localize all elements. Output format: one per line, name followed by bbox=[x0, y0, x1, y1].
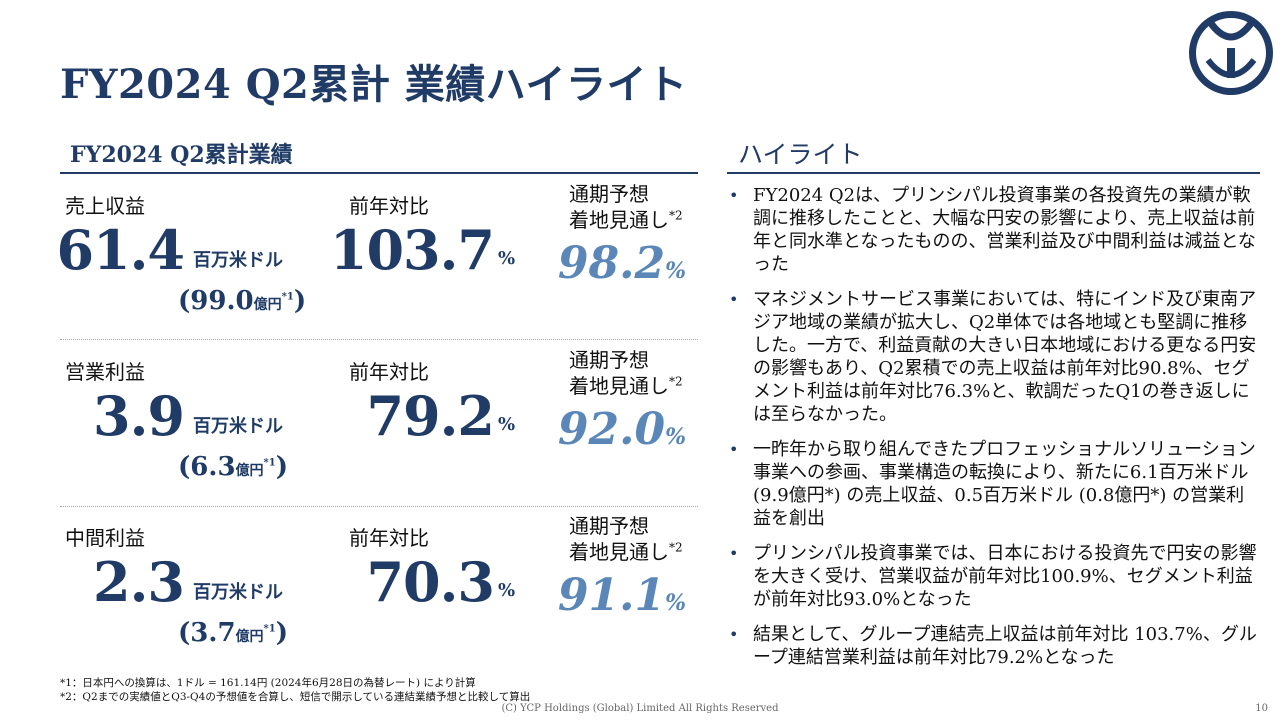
yoy-unit: % bbox=[498, 248, 516, 269]
forecast-label: 通期予想 bbox=[569, 514, 649, 538]
forecast-sublabel: 着地見通し*2 bbox=[569, 540, 683, 564]
forecast-label: 通期予想 bbox=[569, 348, 649, 372]
page-number: 10 bbox=[1255, 703, 1268, 714]
forecast-value: 92.0% bbox=[557, 404, 686, 455]
metric-value: 3.9 bbox=[93, 384, 185, 448]
footnote-forecast: *2：Q2までの実績値とQ3-Q4の予想値を合算し、短信で開示している連結業績予… bbox=[60, 691, 531, 703]
metric-yen-value: (3.7億円*1) bbox=[178, 618, 289, 648]
yoy-unit: % bbox=[498, 414, 516, 435]
performance-section-title: FY2024 Q2累計業績 bbox=[70, 142, 293, 168]
yoy-value: 103.7 bbox=[329, 218, 495, 282]
forecast-value: 91.1% bbox=[557, 570, 686, 621]
footnote-exchange-rate: *1：日本円への換算は、1ドル = 161.14円 (2024年6月28日の為替… bbox=[60, 677, 476, 689]
yoy-unit: % bbox=[498, 580, 516, 601]
metric-yen-value: (99.0億円*1) bbox=[178, 286, 307, 316]
yoy-label: 前年対比 bbox=[349, 526, 429, 550]
forecast-value: 98.2% bbox=[557, 238, 686, 289]
forecast-sublabel: 着地見通し*2 bbox=[569, 208, 683, 232]
metric-unit: 百万米ドル bbox=[193, 250, 283, 271]
metric-label: 営業利益 bbox=[65, 360, 145, 384]
metric-row-operating-profit: 営業利益 3.9 百万米ドル (6.3億円*1) 前年対比 79.2 % 通期予… bbox=[60, 342, 698, 510]
yoy-value: 70.3 bbox=[366, 550, 495, 614]
highlights-list: FY2024 Q2は、プリンシパル投資事業の各投資先の業績が軟調に推移したことと… bbox=[727, 184, 1260, 681]
metric-label: 中間利益 bbox=[65, 526, 145, 550]
yoy-label: 前年対比 bbox=[349, 194, 429, 218]
copyright: (C) YCP Holdings (Global) Limited All Ri… bbox=[501, 703, 779, 714]
metric-label: 売上収益 bbox=[65, 194, 145, 218]
metric-unit: 百万米ドル bbox=[193, 416, 283, 437]
ycp-logo-icon bbox=[1189, 11, 1273, 95]
section-divider-left bbox=[60, 172, 698, 174]
highlight-bullet: 結果として、グループ連結売上収益は前年対比 103.7%、グループ連結営業利益は… bbox=[727, 623, 1260, 669]
metric-yen-value: (6.3億円*1) bbox=[178, 452, 289, 482]
highlight-bullet: マネジメントサービス事業においては、特にインド及び東南アジア地域の業績が拡大し、… bbox=[727, 288, 1260, 426]
highlight-bullet: 一昨年から取り組んできたプロフェッショナルソリューション事業への参画、事業構造の… bbox=[727, 438, 1260, 530]
row-divider bbox=[60, 506, 698, 507]
metric-value: 61.4 bbox=[56, 218, 185, 282]
row-divider bbox=[60, 339, 698, 340]
yoy-value: 79.2 bbox=[366, 384, 495, 448]
forecast-label: 通期予想 bbox=[569, 182, 649, 206]
page-title: FY2024 Q2累計 業績ハイライト bbox=[60, 61, 688, 108]
yoy-label: 前年対比 bbox=[349, 360, 429, 384]
section-divider-right bbox=[727, 172, 1260, 174]
metric-row-revenue: 売上収益 61.4 百万米ドル (99.0億円*1) 前年対比 103.7 % … bbox=[56, 176, 698, 344]
highlight-bullet: プリンシパル投資事業では、日本における投資先で円安の影響を大きく受け、営業収益が… bbox=[727, 542, 1260, 611]
highlights-section-title: ハイライト bbox=[738, 140, 863, 169]
forecast-sublabel: 着地見通し*2 bbox=[569, 374, 683, 398]
highlight-bullet: FY2024 Q2は、プリンシパル投資事業の各投資先の業績が軟調に推移したことと… bbox=[727, 184, 1260, 276]
metric-unit: 百万米ドル bbox=[193, 582, 283, 603]
metric-row-interim-profit: 中間利益 2.3 百万米ドル (3.7億円*1) 前年対比 70.3 % 通期予… bbox=[60, 508, 698, 676]
metric-value: 2.3 bbox=[93, 550, 185, 614]
